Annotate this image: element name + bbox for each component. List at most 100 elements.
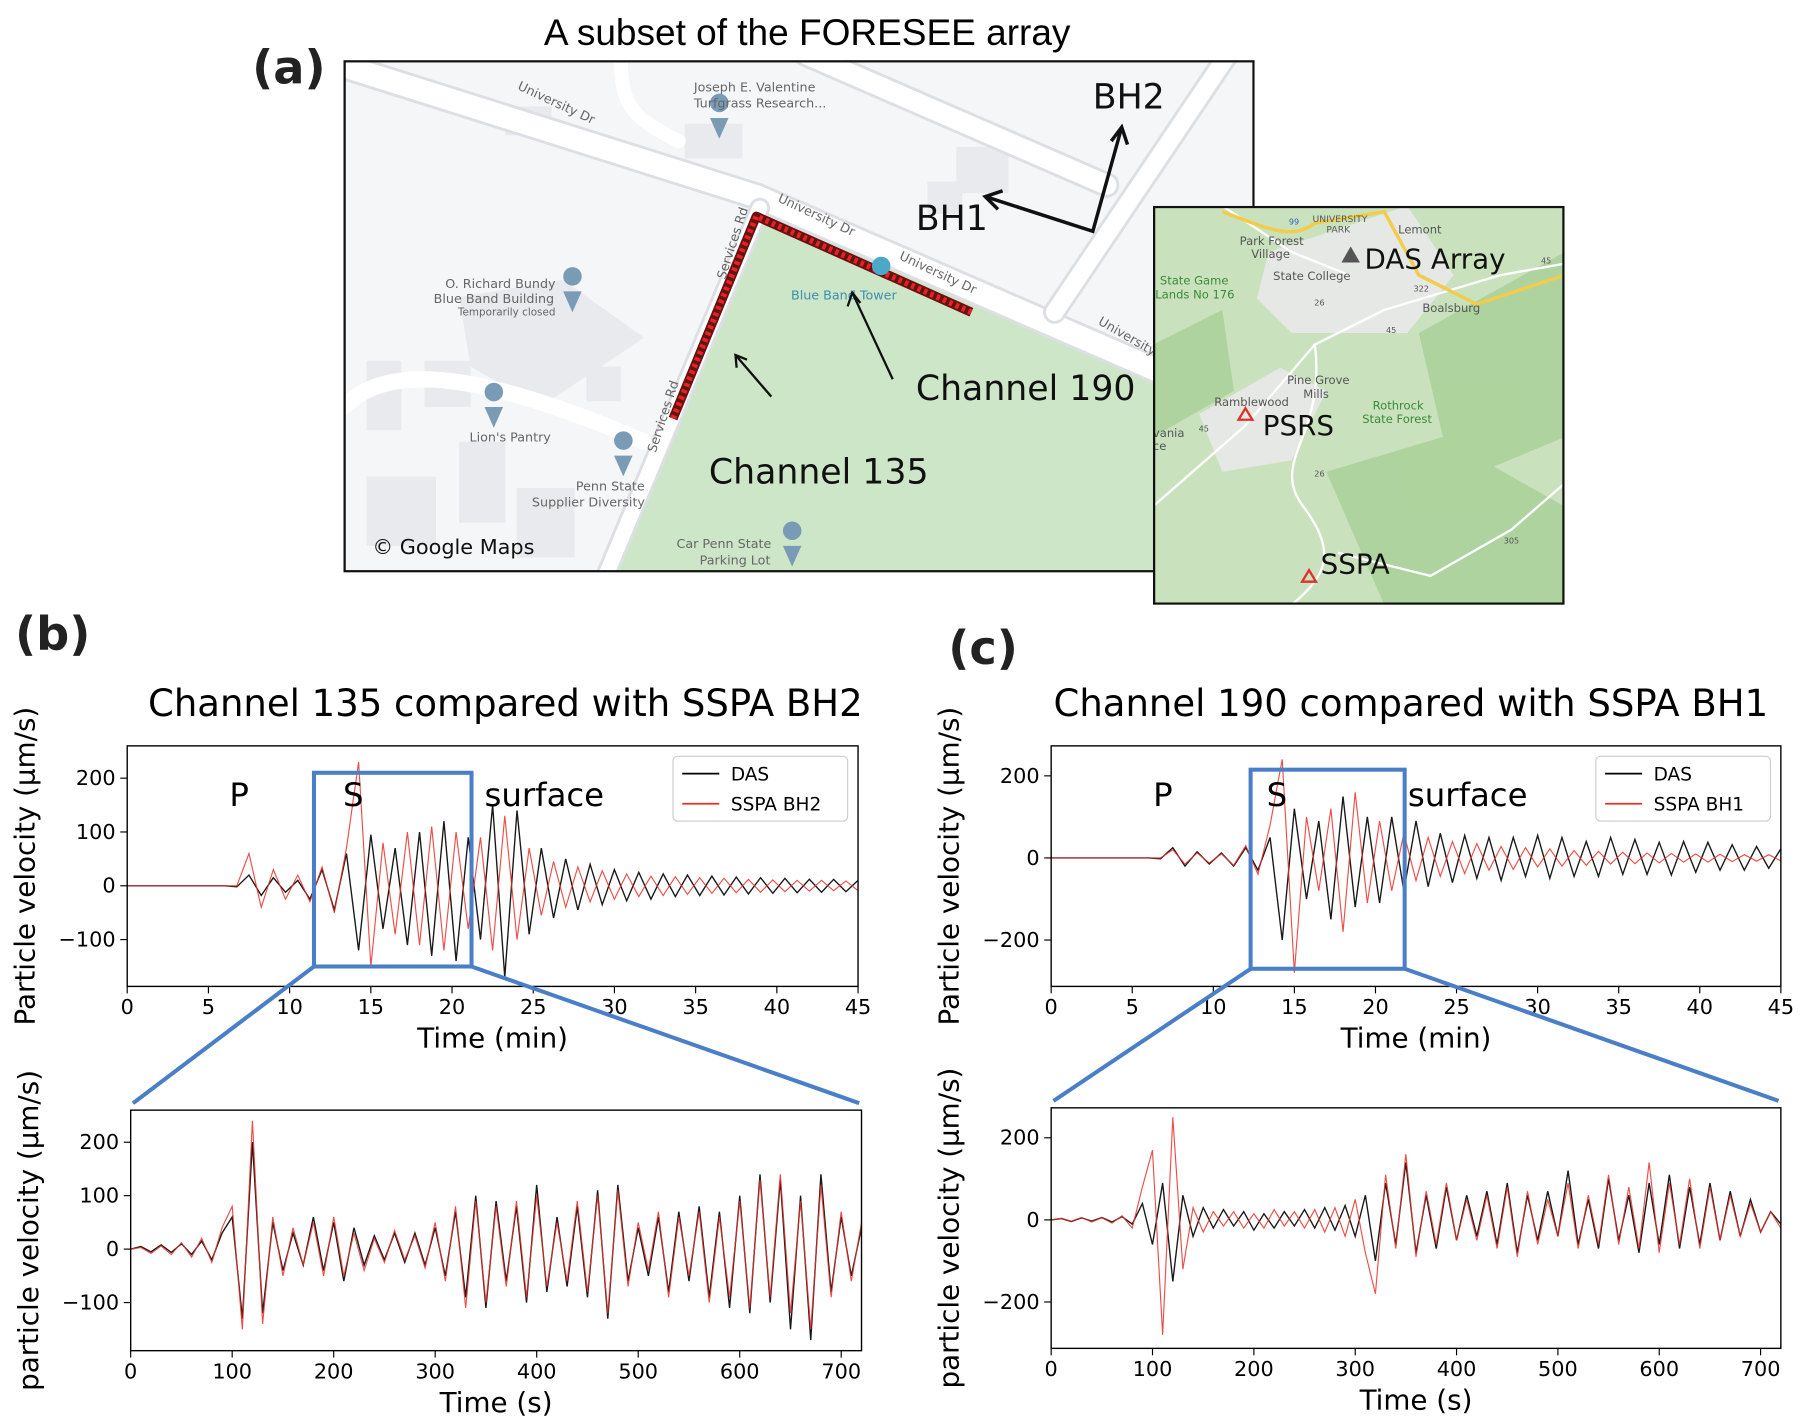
- route-shield-icon: 26: [1314, 297, 1324, 307]
- x-tick-label: 500: [1538, 1357, 1578, 1381]
- panel-label-c: (c): [948, 622, 1018, 676]
- x-tick-label: 100: [1133, 1357, 1173, 1381]
- plot-frame: [129, 1109, 863, 1352]
- x-axis-label: Time (s): [439, 1386, 553, 1419]
- bh1-label: BH1: [916, 199, 988, 239]
- y-tick-label: 200: [79, 1130, 119, 1154]
- route-shield-icon: 99: [1289, 216, 1299, 226]
- sensor-orientation-arrows: [982, 123, 1130, 234]
- y-tick-label: 100: [76, 820, 116, 844]
- y-tick-label: −200: [982, 928, 1039, 952]
- legend: DAS SSPA BH1: [1595, 755, 1772, 822]
- x-tick-label: 45: [845, 995, 871, 1019]
- forest-ridges: [1152, 252, 1565, 605]
- place-label: Penn State: [576, 478, 645, 493]
- x-tick-label: 40: [1687, 995, 1713, 1019]
- y-tick-label: 200: [1000, 764, 1040, 788]
- place-label: ce: [1153, 439, 1166, 453]
- series-line-sspa-bh1: [1051, 1117, 1781, 1335]
- x-tick-label: 40: [764, 995, 790, 1019]
- y-tick-label: 200: [1000, 1126, 1040, 1150]
- place-label: Rothrock: [1373, 398, 1424, 412]
- x-tick-label: 0: [1045, 995, 1058, 1019]
- x-tick-label: 25: [1443, 995, 1469, 1019]
- x-tick-label: 35: [1605, 995, 1631, 1019]
- place-label: UNIVERSITY: [1313, 214, 1368, 225]
- place-label: Pine Grove: [1287, 373, 1349, 387]
- place-label: Joseph E. Valentine: [693, 79, 816, 94]
- x-tick-label: 300: [1335, 1357, 1375, 1381]
- phase-annotation: S: [343, 776, 364, 814]
- x-tick-label: 200: [314, 1359, 354, 1383]
- y-tick-label: 0: [102, 874, 115, 898]
- route-shields: 45 45 45 26 26 322 305 99: [1199, 216, 1552, 545]
- bh2-arrowhead-icon: [1109, 123, 1130, 146]
- place-label: Turfgrass Research...: [693, 96, 826, 111]
- school-pin-icon: [614, 431, 633, 477]
- phase-annotation: surface: [1408, 776, 1528, 814]
- chart-title: Channel 135 compared with SSPA BH2: [148, 682, 863, 725]
- place-label: Ramblewood: [1214, 395, 1289, 409]
- school-pin-icon: [782, 521, 802, 567]
- regional-inset-map: UNIVERSITY PARK Lemont Park Forest Villa…: [1152, 205, 1565, 605]
- x-tick-label: 20: [1362, 995, 1388, 1019]
- bh2-label: BH2: [1093, 78, 1165, 118]
- channel-190-label: Channel 190: [916, 369, 1136, 409]
- place-label: Supplier Diversity: [532, 495, 646, 510]
- x-tick-label: 15: [358, 995, 384, 1019]
- x-tick-label: 100: [212, 1359, 252, 1383]
- legend-box: [672, 755, 849, 822]
- zoom-window-box: [1248, 767, 1407, 971]
- legend-entry: SSPA BH2: [731, 795, 821, 816]
- legend-entry: DAS: [731, 765, 769, 786]
- place-label: Parking Lot: [700, 552, 771, 567]
- campus-map: University Dr University Dr University D…: [343, 60, 1255, 573]
- y-axis-label: particle velocity (μm/s): [933, 1068, 966, 1389]
- x-tick-label: 300: [415, 1359, 455, 1383]
- x-axis-label: Time (min): [1340, 1022, 1492, 1055]
- das-array-marker-icon: [1341, 246, 1360, 263]
- legend-entry: SSPA BH1: [1654, 795, 1744, 816]
- place-label: Mills: [1303, 387, 1329, 401]
- series-line-das: [1051, 796, 1781, 941]
- x-tick-label: 45: [1768, 995, 1794, 1019]
- x-tick-label: 15: [1281, 995, 1307, 1019]
- series-line-sspa-bh1: [1051, 759, 1781, 973]
- y-tick-label: 0: [106, 1237, 119, 1261]
- x-tick-label: 10: [276, 995, 302, 1019]
- urban-areas: [1199, 205, 1454, 472]
- place-labels: Joseph E. Valentine Turfgrass Research..…: [434, 79, 898, 567]
- zoom-connector-line: [1052, 967, 1252, 1103]
- panel-label-b: (b): [15, 608, 91, 662]
- map-title: A subset of the FORESEE array: [543, 11, 1071, 54]
- place-label: State Game: [1160, 273, 1229, 287]
- psrs-label: PSRS: [1263, 409, 1334, 442]
- route-shield-icon: 45: [1199, 423, 1209, 433]
- x-tick-label: 25: [520, 995, 546, 1019]
- series-line-sspa-bh2: [127, 761, 859, 967]
- legend-box: [1595, 755, 1772, 822]
- phase-annotation: surface: [485, 776, 605, 814]
- place-label: Car Penn State: [676, 536, 771, 551]
- y-tick-label: 200: [76, 766, 116, 790]
- zoom-connector-line: [131, 964, 316, 1105]
- place-label: Lemont: [1398, 223, 1442, 237]
- y-tick-label: −100: [59, 928, 116, 952]
- phase-annotation: S: [1267, 776, 1288, 814]
- route-shield-icon: 322: [1414, 283, 1429, 293]
- place-label: PARK: [1326, 224, 1351, 235]
- plot-frame: [1050, 745, 1782, 988]
- y-axis-label: particle velocity (μm/s): [12, 1070, 45, 1391]
- x-axis-label: Time (s): [1359, 1384, 1473, 1417]
- chart-b-bottom: 0 100 200 300 400 500 600 700 −100 0 100 200 Time (s…: [12, 1070, 863, 1419]
- place-label: Lands No 176: [1155, 287, 1234, 301]
- place-label: Village: [1251, 247, 1290, 261]
- place-label: O. Richard Bundy: [445, 276, 556, 291]
- channel-arrows: [734, 290, 894, 398]
- x-tick-label: 0: [1045, 1357, 1058, 1381]
- y-tick-label: 0: [1026, 1208, 1039, 1232]
- x-tick-label: 0: [124, 1359, 137, 1383]
- series-line-das: [1051, 1162, 1781, 1282]
